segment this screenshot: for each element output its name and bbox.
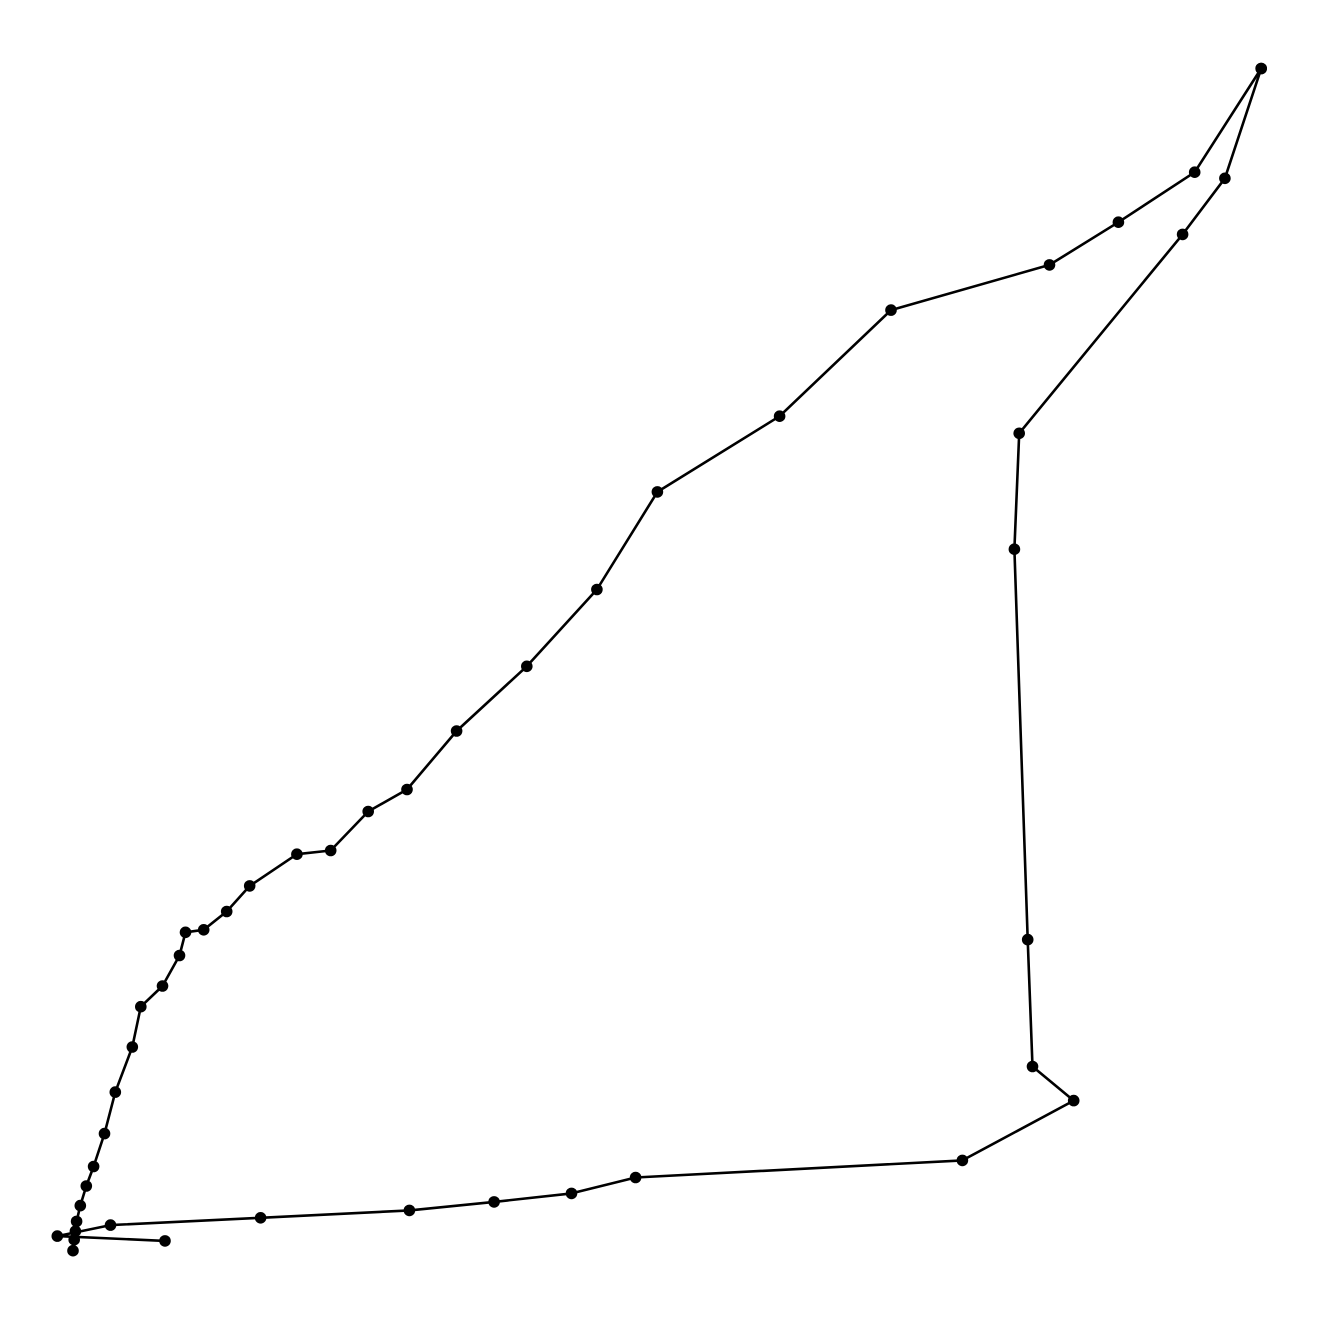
series-1-point-9 (109, 1086, 122, 1098)
series-1-point-23 (521, 660, 533, 673)
series-2-point-1 (1255, 62, 1267, 75)
series-1-point-24 (591, 583, 603, 596)
series-2-point-6 (1021, 933, 1034, 946)
series-1-point-7 (87, 1160, 100, 1173)
series-1-point-28 (1043, 259, 1056, 271)
series-2-point-14 (254, 1212, 267, 1224)
series-1-point-4 (70, 1215, 83, 1228)
series-2-point-3 (1176, 228, 1189, 241)
series-1-point-21 (401, 783, 413, 796)
series-1-point-19 (324, 844, 337, 857)
series-2-point-7 (1026, 1060, 1039, 1073)
series-1-line (71, 67, 1263, 1251)
series-2-point-10 (629, 1171, 642, 1184)
lines-layer (55, 67, 1263, 1251)
series-1-point-14 (179, 926, 192, 939)
series-2-point-5 (1008, 543, 1021, 555)
series-2-point-4 (1013, 427, 1025, 440)
series-1-point-2 (68, 1233, 80, 1246)
series-2-point-13 (403, 1204, 416, 1217)
series-2-point-8 (1067, 1094, 1080, 1107)
series-1-point-25 (651, 486, 664, 498)
series-1-point-10 (126, 1041, 139, 1053)
series-1-point-8 (98, 1127, 111, 1140)
series-1-point-12 (156, 980, 169, 992)
series-1-point-18 (291, 848, 303, 860)
series-1-point-29 (1112, 216, 1125, 228)
series-1-point-16 (220, 905, 233, 918)
series-1-point-17 (243, 880, 256, 892)
series-1-point-15 (197, 924, 210, 936)
series-1-point-3 (69, 1225, 82, 1237)
series-1-point-5 (74, 1199, 87, 1212)
series-2-point-2 (1219, 172, 1231, 185)
series-1-point-13 (173, 949, 186, 962)
series-1-point-20 (362, 805, 375, 818)
series-1-point-22 (450, 725, 463, 737)
series-1-point-11 (135, 1000, 147, 1013)
series-1-point-27 (885, 304, 897, 316)
series-2-point-15 (104, 1219, 117, 1231)
series-2-point-17 (159, 1235, 171, 1247)
series-2-point-16 (51, 1230, 64, 1242)
series-1-point-26 (773, 410, 786, 423)
series-2-point-9 (956, 1154, 969, 1167)
series-2-point-11 (565, 1187, 578, 1200)
series-1-point-6 (80, 1180, 93, 1192)
points-layer (51, 62, 1267, 1257)
series-2-point-12 (488, 1196, 500, 1208)
series-1-point-30 (1188, 166, 1201, 178)
series-1-point-1 (67, 1244, 79, 1257)
